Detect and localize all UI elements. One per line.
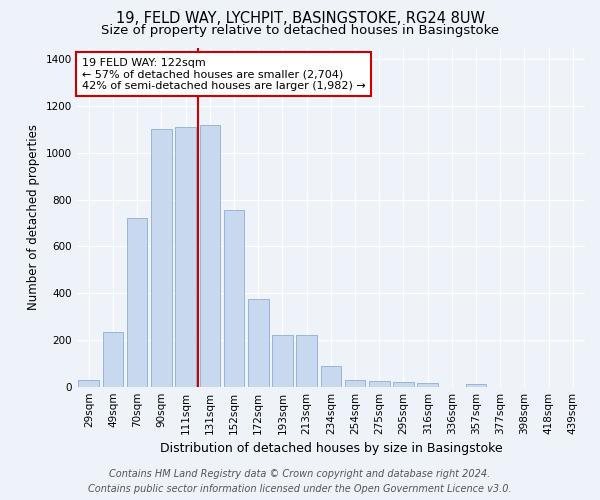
Bar xyxy=(200,124,220,386)
Y-axis label: Number of detached properties: Number of detached properties xyxy=(27,124,40,310)
Bar xyxy=(393,382,414,386)
Bar xyxy=(272,335,293,386)
Text: Contains HM Land Registry data © Crown copyright and database right 2024.
Contai: Contains HM Land Registry data © Crown c… xyxy=(88,468,512,493)
Bar xyxy=(466,384,487,386)
X-axis label: Distribution of detached houses by size in Basingstoke: Distribution of detached houses by size … xyxy=(160,442,502,455)
Text: 19 FELD WAY: 122sqm
← 57% of detached houses are smaller (2,704)
42% of semi-det: 19 FELD WAY: 122sqm ← 57% of detached ho… xyxy=(82,58,365,91)
Bar xyxy=(320,366,341,386)
Bar xyxy=(127,218,148,386)
Text: Size of property relative to detached houses in Basingstoke: Size of property relative to detached ho… xyxy=(101,24,499,37)
Bar xyxy=(151,130,172,386)
Bar xyxy=(296,335,317,386)
Bar xyxy=(224,210,244,386)
Text: 19, FELD WAY, LYCHPIT, BASINGSTOKE, RG24 8UW: 19, FELD WAY, LYCHPIT, BASINGSTOKE, RG24… xyxy=(115,11,485,26)
Bar xyxy=(175,127,196,386)
Bar xyxy=(418,383,438,386)
Bar xyxy=(369,381,389,386)
Bar xyxy=(103,332,123,386)
Bar xyxy=(248,299,269,386)
Bar xyxy=(345,380,365,386)
Bar xyxy=(79,380,99,386)
